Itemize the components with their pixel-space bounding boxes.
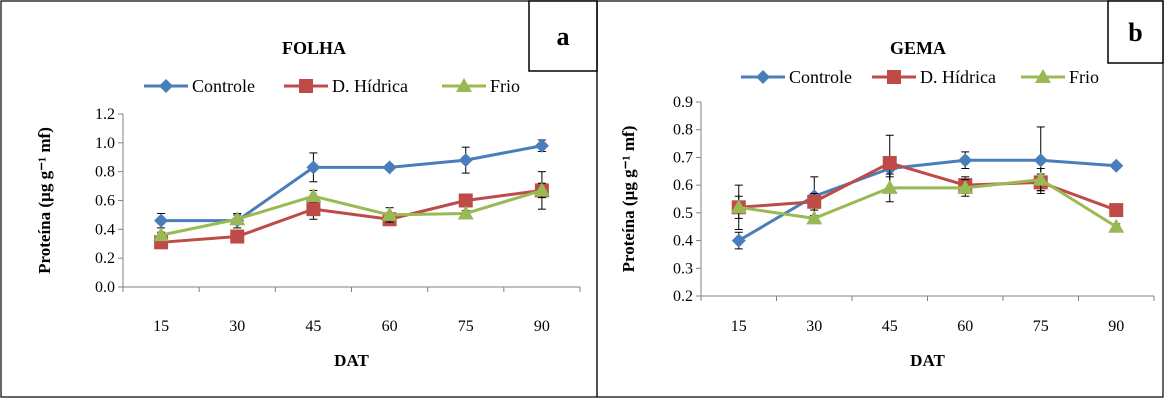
series-line [738,178,1118,228]
panel-border [596,0,1164,398]
data-point [731,233,746,248]
legend-label: Frio [490,76,520,96]
data-point [230,229,245,244]
data-point [229,211,246,226]
panel-label: b [1128,18,1142,47]
x-tick-label: 45 [882,318,898,335]
x-tick-label: 30 [229,318,245,335]
legend-marker [159,79,173,93]
legend-item: D. Hídrica [284,76,408,96]
axes: 0.0 0.2 0.4 0.6 0.8 1.0 1.2 15 30 45 60 75 90 [95,106,581,335]
legend: Controle D. Hídrica Frio [741,67,1099,87]
legend-label: D. Hídrica [332,76,408,96]
y-tick-label: 0.4 [673,233,693,250]
data-point [458,193,473,208]
y-tick-label: 0.2 [673,288,693,305]
data-point [806,210,823,225]
data-point [154,213,169,228]
data-point [306,160,321,175]
legend: Controle D. Hídrica Frio [144,76,520,96]
data-point [957,179,974,194]
legend-marker [887,70,901,84]
y-tick-label: 0.8 [673,122,693,139]
legend-marker [1035,69,1051,83]
x-tick-label: 75 [1033,318,1049,335]
series-frio [153,182,550,242]
legend-item: Frio [1021,67,1099,87]
y-tick-label: 0.5 [673,205,693,222]
legend-item: Controle [741,67,852,87]
legend-item: Controle [144,76,255,96]
y-tick-label: 0.2 [95,250,115,267]
series-line [737,158,1117,242]
data-point [458,153,473,168]
panel-label: a [557,22,570,51]
x-tick-label: 45 [305,318,321,335]
legend-item: D. Hídrica [872,67,996,87]
x-axis-title: DAT [910,351,945,370]
y-tick-label: 0.9 [673,94,693,111]
chart-title: FOLHA [282,38,346,58]
x-axis-title: DAT [334,351,369,370]
x-tick-label: 90 [534,318,550,335]
axes: 0.2 0.3 0.4 0.5 0.6 0.7 0.8 0.9 15 30 45 60 75 90 [673,94,1155,335]
x-tick-label: 15 [153,318,169,335]
panel-label-box [528,0,598,72]
data-point [1033,153,1048,168]
y-tick-label: 1.2 [95,106,115,123]
data-point [881,179,898,194]
y-axis-title: Proteína (µg g⁻¹ mf) [619,126,638,273]
data-point [1108,218,1125,233]
x-tick-label: 15 [731,318,747,335]
data-point [457,205,474,220]
data-point [1109,203,1124,218]
data-point [807,194,822,209]
y-tick-label: 0.6 [673,177,693,194]
x-tick-label: 75 [458,318,474,335]
y-tick-label: 0.6 [95,193,115,210]
data-point [381,206,398,221]
legend-label: D. Hídrica [920,67,996,87]
y-tick-label: 0.8 [95,164,115,181]
legend-marker [456,78,472,92]
y-tick-label: 0.7 [673,149,693,166]
legend-label: Controle [192,76,255,96]
data-point [153,227,170,242]
y-tick-label: 1.0 [95,135,115,152]
data-point [730,199,747,214]
series-line [160,188,543,244]
data-point [882,155,897,170]
x-tick-label: 90 [1108,318,1124,335]
data-point [1109,158,1124,173]
y-axis-title: Proteína (µg g⁻¹ mf) [35,127,54,274]
x-tick-label: 30 [806,318,822,335]
series-frio [730,168,1125,233]
series-line [160,188,543,237]
y-tick-label: 0.4 [95,221,115,238]
data-point [382,160,397,175]
y-tick-label: 0.3 [673,260,693,277]
legend-item: Frio [442,76,520,96]
series-line [161,144,543,223]
data-point [534,138,549,153]
x-tick-label: 60 [957,318,973,335]
legend-marker [756,70,770,84]
data-point [533,182,550,197]
chart-panel-a: a FOLHA Controle D. Hídrica Frio 0.0 0.2 0.4 0.6… [0,0,598,398]
data-point [305,188,322,203]
y-tick-label: 0.0 [95,279,115,296]
data-point [958,153,973,168]
legend-label: Controle [789,67,852,87]
legend-label: Frio [1069,67,1099,87]
panel-label-box [1107,0,1164,64]
x-tick-label: 60 [382,318,398,335]
data-point [1032,171,1049,186]
chart-title: GEMA [890,38,946,58]
series-d-h-drica [154,171,549,250]
data-point [306,202,321,217]
legend-marker [299,79,313,93]
